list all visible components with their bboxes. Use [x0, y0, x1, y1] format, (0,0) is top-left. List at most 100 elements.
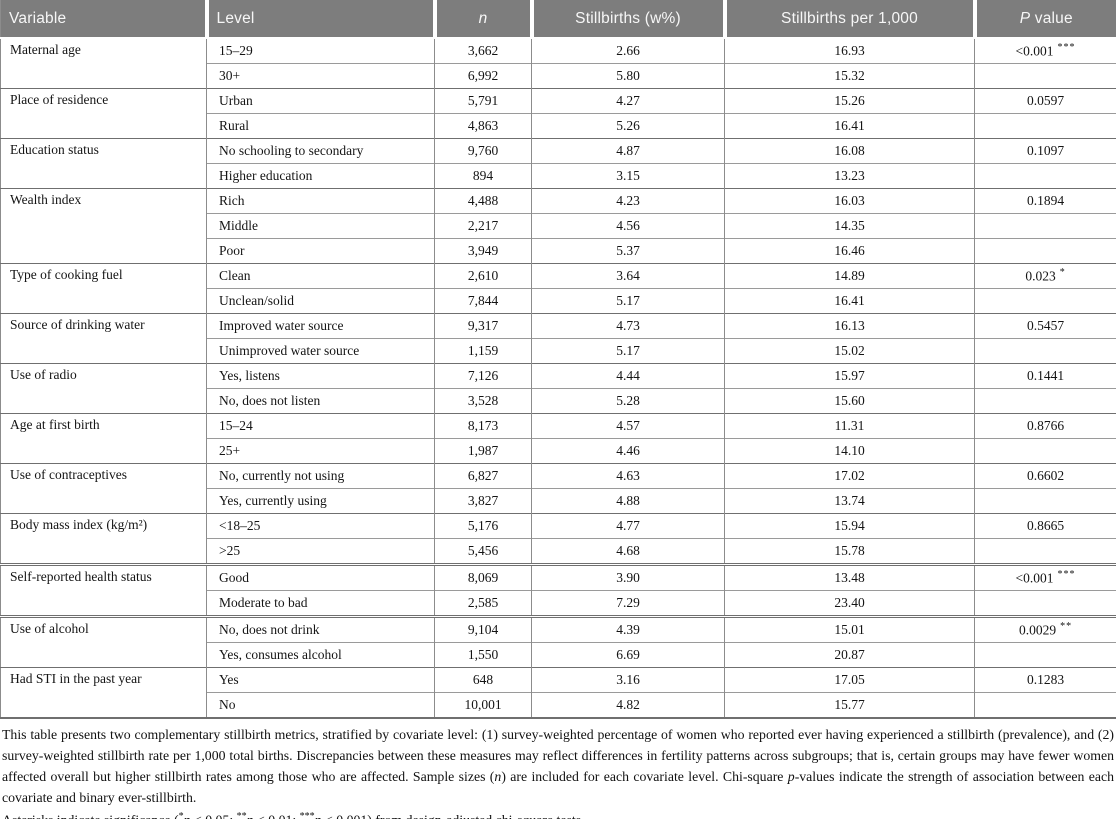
cell-pct: 4.56: [531, 213, 725, 239]
cell-n: 2,217: [434, 213, 532, 239]
cell-p-value: 0.8766: [974, 413, 1116, 439]
cell-n: 9,760: [434, 138, 532, 164]
cell-level: Unclean/solid: [206, 288, 435, 314]
p-value-text: 0.1441: [1026, 368, 1065, 383]
table-row: Education status No schooling to secondar…: [0, 138, 1116, 189]
cell-p-value: [974, 692, 1116, 718]
p-value-text: 0.8665: [1026, 518, 1065, 533]
cell-variable: Use of alcohol: [0, 615, 207, 668]
table-row: Place of residence Urban 5,791 4.27 15.26 0.0…: [0, 88, 1116, 139]
cell-rate: 15.02: [724, 338, 975, 364]
cell-pct: 4.82: [531, 692, 725, 718]
cell-pct: 4.23: [531, 188, 725, 214]
cell-p-value: [974, 538, 1116, 565]
cell-pct: 3.90: [531, 563, 725, 591]
cell-pct: 5.37: [531, 238, 725, 264]
cell-variable: Had STI in the past year: [0, 667, 207, 718]
cell-pct: 5.26: [531, 113, 725, 139]
cell-rate: 16.46: [724, 238, 975, 264]
p-value-text: <0.001: [1015, 570, 1054, 586]
cell-level: Rich: [206, 188, 435, 214]
cell-level: Moderate to bad: [206, 590, 435, 617]
cell-level: 15–29: [206, 37, 435, 64]
table-row: 25+ 1,987 4.46 14.10: [1, 438, 1116, 464]
p-value-text: <0.001: [1015, 43, 1054, 59]
cell-rate: 23.40: [724, 590, 975, 617]
cell-p-value: [974, 388, 1116, 414]
cell-level: >25: [206, 538, 435, 565]
cell-rate: 15.01: [724, 615, 975, 643]
column-header-stillbirths-rate: Stillbirths per 1,000: [722, 0, 975, 39]
header-row: Variable Level n Stillbirths (w%) Stillb…: [0, 0, 1116, 39]
column-header-n: n: [432, 0, 532, 39]
table-row: Middle 2,217 4.56 14.35: [1, 213, 1116, 239]
cell-pct: 3.16: [531, 667, 725, 693]
cell-n: 6,992: [434, 63, 532, 89]
table-row: 30+ 6,992 5.80 15.32: [1, 63, 1116, 89]
cell-n: 8,069: [434, 563, 532, 591]
cell-rate: 15.94: [724, 513, 975, 539]
cell-n: 5,791: [434, 88, 532, 114]
cell-pct: 3.15: [531, 163, 725, 189]
table-row: Body mass index (kg/m²) <18–25 5,176 4.77 15…: [0, 513, 1116, 565]
cell-n: 7,126: [434, 363, 532, 389]
cell-pct: 4.27: [531, 88, 725, 114]
cell-p-value: 0.1894: [974, 188, 1116, 214]
cell-level: No, currently not using: [206, 463, 435, 489]
p-value-text: 0.023: [1025, 268, 1056, 284]
table-row: No, does not listen 3,528 5.28 15.60: [1, 388, 1116, 414]
cell-pct: 4.46: [531, 438, 725, 464]
cell-p-value: 0.1097: [974, 138, 1116, 164]
cell-variable: Age at first birth: [0, 413, 207, 464]
cell-n: 5,456: [434, 538, 532, 565]
cell-level: No, does not drink: [206, 615, 435, 643]
cell-level: No schooling to secondary: [206, 138, 435, 164]
cell-n: 3,528: [434, 388, 532, 414]
cell-level: Good: [206, 563, 435, 591]
cell-p-value: [974, 113, 1116, 139]
cell-p-value: 0.023 *: [974, 263, 1116, 289]
table-row: Maternal age 15–29 3,662 2.66 16.93 <0.001 ***: [0, 37, 1116, 89]
cell-p-value: [974, 288, 1116, 314]
table-row: Unimproved water source 1,159 5.17 15.02: [1, 338, 1116, 364]
cell-n: 9,317: [434, 313, 532, 339]
cell-p-value: <0.001 ***: [974, 37, 1116, 64]
cell-rate: 14.10: [724, 438, 975, 464]
cell-pct: 5.80: [531, 63, 725, 89]
cell-level: Yes: [206, 667, 435, 693]
cell-pct: 4.57: [531, 413, 725, 439]
cell-pct: 4.88: [531, 488, 725, 514]
cell-n: 9,104: [434, 615, 532, 643]
cell-pct: 4.77: [531, 513, 725, 539]
table-row: Age at first birth 15–24 8,173 4.57 11.31 0.8…: [0, 413, 1116, 464]
cell-level: Urban: [206, 88, 435, 114]
cell-n: 3,827: [434, 488, 532, 514]
cell-pct: 4.39: [531, 615, 725, 643]
cell-n: 1,550: [434, 642, 532, 668]
table-row: Poor 3,949 5.37 16.46: [1, 238, 1116, 264]
table-header: Variable Level n Stillbirths (w%) Stillb…: [0, 0, 1116, 39]
cell-variable: Self-reported health status: [0, 563, 207, 617]
cell-p-value: [974, 163, 1116, 189]
cell-rate: 15.32: [724, 63, 975, 89]
cell-level: Yes, currently using: [206, 488, 435, 514]
cell-pct: 5.28: [531, 388, 725, 414]
cell-n: 3,662: [434, 37, 532, 64]
cell-n: 894: [434, 163, 532, 189]
cell-level: <18–25: [206, 513, 435, 539]
cell-p-value: 0.0029 **: [974, 615, 1116, 643]
table-row: Unclean/solid 7,844 5.17 16.41: [1, 288, 1116, 314]
cell-n: 2,610: [434, 263, 532, 289]
cell-rate: 13.48: [724, 563, 975, 591]
cell-rate: 16.13: [724, 313, 975, 339]
significance-asterisks: *: [1059, 267, 1066, 279]
cell-n: 8,173: [434, 413, 532, 439]
cell-variable: Type of cooking fuel: [0, 263, 207, 314]
cell-level: Poor: [206, 238, 435, 264]
cell-rate: 14.35: [724, 213, 975, 239]
cell-rate: 15.60: [724, 388, 975, 414]
cell-n: 1,987: [434, 438, 532, 464]
table-footnote: This table presents two complementary st…: [0, 725, 1116, 819]
cell-rate: 16.41: [724, 113, 975, 139]
cell-variable: Source of drinking water: [0, 313, 207, 364]
